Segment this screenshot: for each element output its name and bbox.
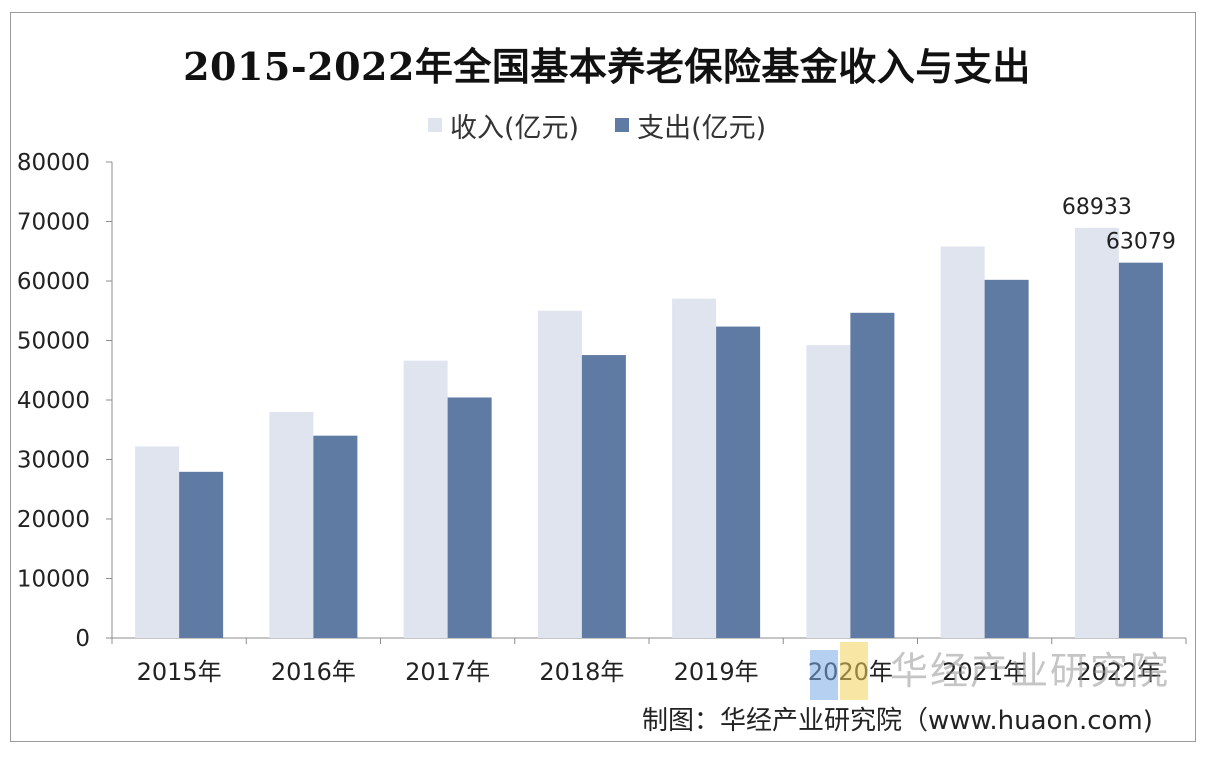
y-tick-label: 0 <box>75 626 90 652</box>
bar-income <box>403 360 448 638</box>
x-tick-label: 2021年 <box>942 658 1027 686</box>
legend-swatch-income <box>428 118 442 132</box>
y-tick-label: 80000 <box>17 150 90 176</box>
bar-income <box>1074 227 1119 639</box>
bar-income <box>135 446 180 638</box>
x-tick-label: 2019年 <box>674 658 759 686</box>
x-tick-label: 2017年 <box>405 658 490 686</box>
legend-label-income: 收入(亿元) <box>450 112 580 144</box>
watermark-logo <box>810 642 880 702</box>
bar-income <box>806 345 851 638</box>
y-tick-label: 10000 <box>17 567 90 593</box>
x-tick-label: 2016年 <box>271 658 356 686</box>
chart-credit: 制图：华经产业研究院（www.huaon.com) <box>642 706 1153 736</box>
data-label: 68933 <box>1062 195 1132 220</box>
bar-income <box>672 298 717 638</box>
chart-legend: 收入(亿元) 支出(亿元) <box>428 110 766 144</box>
bar-expense <box>313 435 358 638</box>
y-tick-label: 20000 <box>17 507 90 533</box>
bar-expense <box>1118 262 1163 638</box>
bar-expense <box>447 397 492 638</box>
bar-expense <box>716 326 761 638</box>
bar-expense <box>581 355 626 638</box>
y-tick-label: 40000 <box>17 388 90 414</box>
bar-income <box>269 411 314 638</box>
x-tick-label: 2018年 <box>539 658 624 686</box>
legend-item-income: 收入(亿元) <box>428 106 579 145</box>
bar-income <box>940 246 985 638</box>
y-tick-label: 50000 <box>17 329 90 355</box>
bar-expense <box>179 471 224 638</box>
bar-expense <box>984 279 1029 638</box>
x-tick-label: 2022年 <box>1076 658 1161 686</box>
y-tick-label: 60000 <box>17 269 90 295</box>
y-tick-label: 70000 <box>17 210 90 236</box>
legend-item-expense: 支出(亿元) <box>615 106 766 145</box>
y-tick-label: 30000 <box>17 448 90 474</box>
bar-income <box>537 310 582 638</box>
bar-expense <box>850 312 895 638</box>
data-label: 63079 <box>1106 230 1176 255</box>
legend-label-expense: 支出(亿元) <box>637 112 767 144</box>
watermark-text: 华经产业研究院 <box>890 649 1171 693</box>
chart-title: 2015-2022年全国基本养老保险基金收入与支出 <box>183 44 1031 89</box>
x-tick-label: 2015年 <box>137 658 222 686</box>
legend-swatch-expense <box>615 118 630 132</box>
